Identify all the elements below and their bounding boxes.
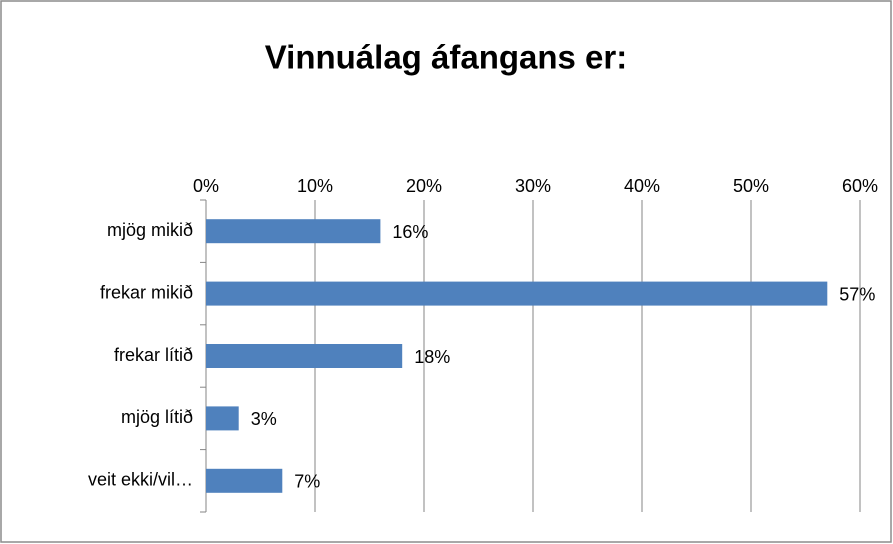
data-label: 57% [839,284,875,304]
x-tick-label: 10% [297,176,333,196]
bar [206,406,239,431]
x-tick-label: 40% [624,176,660,196]
y-tick-label: frekar mikið [100,282,193,302]
data-label: 3% [251,409,277,429]
x-tick-label: 60% [842,176,878,196]
x-tick-label: 50% [733,176,769,196]
data-label: 16% [392,222,428,242]
bar [206,468,283,493]
y-tick-label: veit ekki/vil… [88,470,193,490]
data-label: 18% [414,347,450,367]
x-tick-label: 30% [515,176,551,196]
y-tick-label: mjög lítið [121,407,193,427]
x-tick-label: 0% [193,176,219,196]
bar [206,281,828,306]
data-label: 7% [294,472,320,492]
chart-title: Vinnuálag áfangans er: [265,39,627,76]
bar [206,344,403,368]
y-tick-label: mjög mikið [107,220,193,240]
x-tick-label: 20% [406,176,442,196]
bar [206,219,381,244]
y-tick-label: frekar lítið [114,345,193,365]
